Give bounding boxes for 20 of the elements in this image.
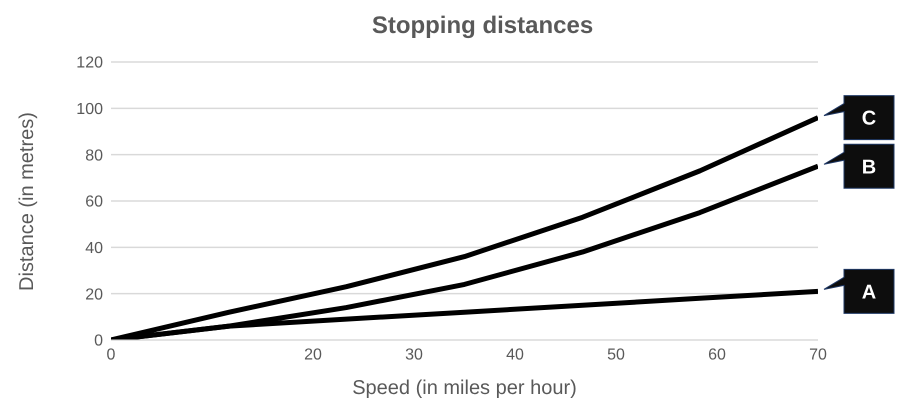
- x-tick-label: 70: [809, 346, 827, 364]
- x-tick-label: 30: [405, 346, 423, 364]
- x-tick-label: 0: [106, 346, 116, 364]
- x-tick-label: 60: [708, 346, 726, 364]
- y-tick-label: 20: [85, 286, 104, 304]
- text: A: [862, 281, 876, 304]
- x-axis-title: Speed (in miles per hour): [352, 377, 577, 399]
- x-tick-label: 50: [607, 346, 625, 364]
- y-tick-label: 40: [85, 240, 104, 258]
- y-tick-label: 60: [85, 194, 104, 211]
- y-tick-label: 80: [85, 147, 104, 164]
- y-tick-label: 100: [76, 101, 104, 118]
- y-tick-label: 120: [76, 54, 104, 72]
- y-axis-title: Distance (in metres): [16, 112, 38, 291]
- x-tick-label: 20: [304, 346, 322, 364]
- y-tick-label: 0: [94, 332, 104, 350]
- text: C: [862, 108, 876, 130]
- legend-label: B: [862, 156, 876, 178]
- chart-title: Stopping distances: [370, 11, 594, 41]
- x-tick-label: 40: [506, 346, 524, 364]
